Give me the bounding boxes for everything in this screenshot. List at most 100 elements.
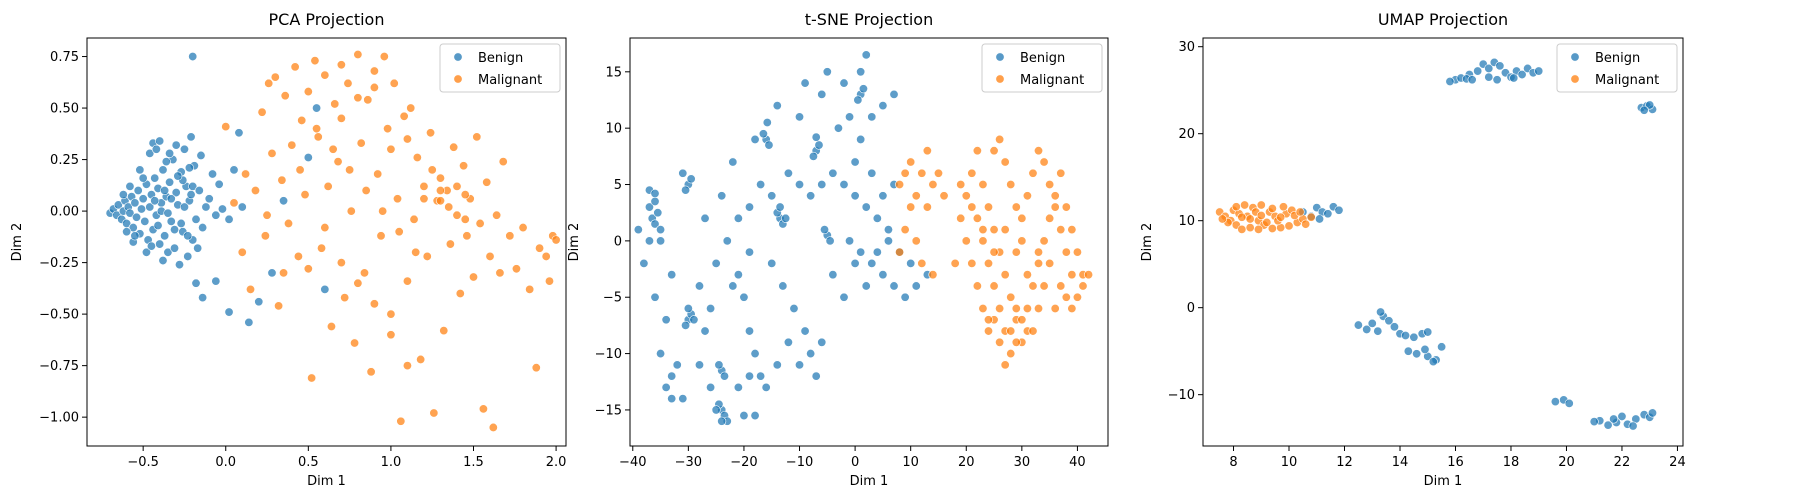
y-tick-label: 20	[1178, 127, 1195, 142]
point-benign-87	[312, 103, 322, 113]
point-malignant-9	[267, 148, 277, 158]
point-benign-90	[867, 112, 877, 122]
chart-title: UMAP Projection	[1378, 10, 1508, 29]
point-malignant-69	[1061, 247, 1071, 257]
point-benign-36	[861, 50, 871, 60]
legend-marker-malignant	[995, 74, 1005, 84]
point-benign-53	[141, 247, 151, 257]
point-malignant-5	[922, 146, 932, 156]
x-tick-label: −0.5	[127, 455, 159, 470]
point-malignant-11	[895, 247, 905, 257]
legend-label-benign: Benign	[1020, 51, 1065, 66]
point-benign-136	[661, 315, 671, 325]
y-axis-label: Dim 2	[1140, 223, 1155, 262]
point-malignant-21	[307, 373, 317, 383]
point-benign-84	[861, 202, 871, 212]
point-malignant-79	[1078, 281, 1088, 291]
point-malignant-77	[1056, 281, 1066, 291]
point-malignant-85	[1000, 157, 1010, 167]
point-malignant-68	[462, 231, 472, 241]
y-axis-label: Dim 2	[10, 223, 25, 262]
point-benign-49	[661, 382, 671, 392]
point-benign-53	[1420, 344, 1430, 354]
point-benign-70	[211, 210, 221, 220]
point-malignant-37	[1276, 212, 1286, 222]
point-benign-86	[883, 225, 893, 235]
point-malignant-53	[1011, 303, 1021, 313]
point-benign-68	[204, 194, 214, 204]
point-malignant-18	[1240, 200, 1250, 210]
point-benign-121	[728, 157, 738, 167]
point-malignant-62	[1022, 191, 1032, 201]
point-benign-55	[739, 292, 749, 302]
point-malignant-72	[475, 218, 485, 228]
point-benign-86	[303, 153, 313, 163]
point-malignant-85	[535, 243, 545, 253]
point-malignant-87	[989, 146, 999, 156]
point-benign-29	[814, 140, 824, 150]
point-malignant-108	[336, 258, 346, 268]
point-malignant-12	[900, 225, 910, 235]
point-benign-26	[758, 129, 768, 139]
point-benign-48	[1412, 349, 1422, 359]
point-benign-84	[267, 268, 277, 278]
point-malignant-57	[426, 128, 436, 138]
point-benign-50	[678, 394, 688, 404]
point-malignant-60	[983, 315, 993, 325]
point-benign-66	[198, 223, 208, 233]
point-benign-127	[739, 411, 749, 421]
chart-title: PCA Projection	[269, 10, 385, 29]
y-tick-label: −5	[603, 291, 622, 306]
point-benign-43	[1401, 331, 1411, 341]
chart-panel-3: 8 10 12 14 16 18 20 22 24 −10 0 10 20 30 UMAP Projecti…	[1140, 10, 1686, 489]
point-malignant-36	[356, 138, 366, 148]
point-benign-24	[1645, 100, 1655, 110]
point-benign-100	[170, 225, 180, 235]
point-benign-53	[728, 281, 738, 291]
point-benign-95	[850, 157, 860, 167]
point-malignant-35	[1056, 168, 1066, 178]
point-malignant-54	[416, 354, 426, 364]
point-malignant-6	[257, 107, 267, 117]
point-malignant-15	[928, 270, 938, 280]
point-malignant-25	[320, 70, 330, 80]
point-malignant-43	[989, 281, 999, 291]
x-tick-label: −20	[730, 455, 757, 470]
point-malignant-19	[300, 190, 310, 200]
point-benign-23	[781, 213, 791, 223]
point-malignant-93	[361, 185, 371, 195]
point-malignant-66	[1045, 180, 1055, 190]
point-malignant-0	[895, 180, 905, 190]
point-benign-58	[756, 371, 766, 381]
point-benign-122	[750, 134, 760, 144]
point-malignant-33	[1237, 212, 1247, 222]
point-malignant-30	[1256, 200, 1266, 210]
point-malignant-23	[313, 132, 323, 142]
point-malignant-20	[303, 87, 313, 97]
point-malignant-72	[1045, 258, 1055, 268]
point-benign-27	[155, 239, 165, 249]
point-benign-135	[650, 292, 660, 302]
point-benign-108	[900, 292, 910, 302]
point-benign-82	[244, 317, 254, 327]
point-benign-11	[689, 315, 699, 325]
point-malignant-1	[900, 168, 910, 178]
y-tick-label: 15	[605, 65, 622, 80]
point-malignant-42	[983, 258, 993, 268]
point-malignant-64	[449, 142, 459, 152]
point-malignant-74	[1034, 303, 1044, 313]
point-malignant-2	[237, 247, 247, 257]
point-malignant-4	[917, 168, 927, 178]
point-malignant-5	[250, 185, 260, 195]
point-benign-59	[711, 258, 721, 268]
point-benign-57	[155, 136, 165, 146]
point-malignant-83	[1011, 202, 1021, 212]
point-benign-34	[1353, 320, 1363, 330]
point-benign-37	[1373, 326, 1383, 336]
point-malignant-25	[1000, 270, 1010, 280]
point-benign-99	[795, 180, 805, 190]
point-benign-88	[320, 284, 330, 294]
point-benign-52	[667, 394, 677, 404]
point-malignant-49	[399, 111, 409, 121]
point-benign-24	[150, 173, 160, 183]
